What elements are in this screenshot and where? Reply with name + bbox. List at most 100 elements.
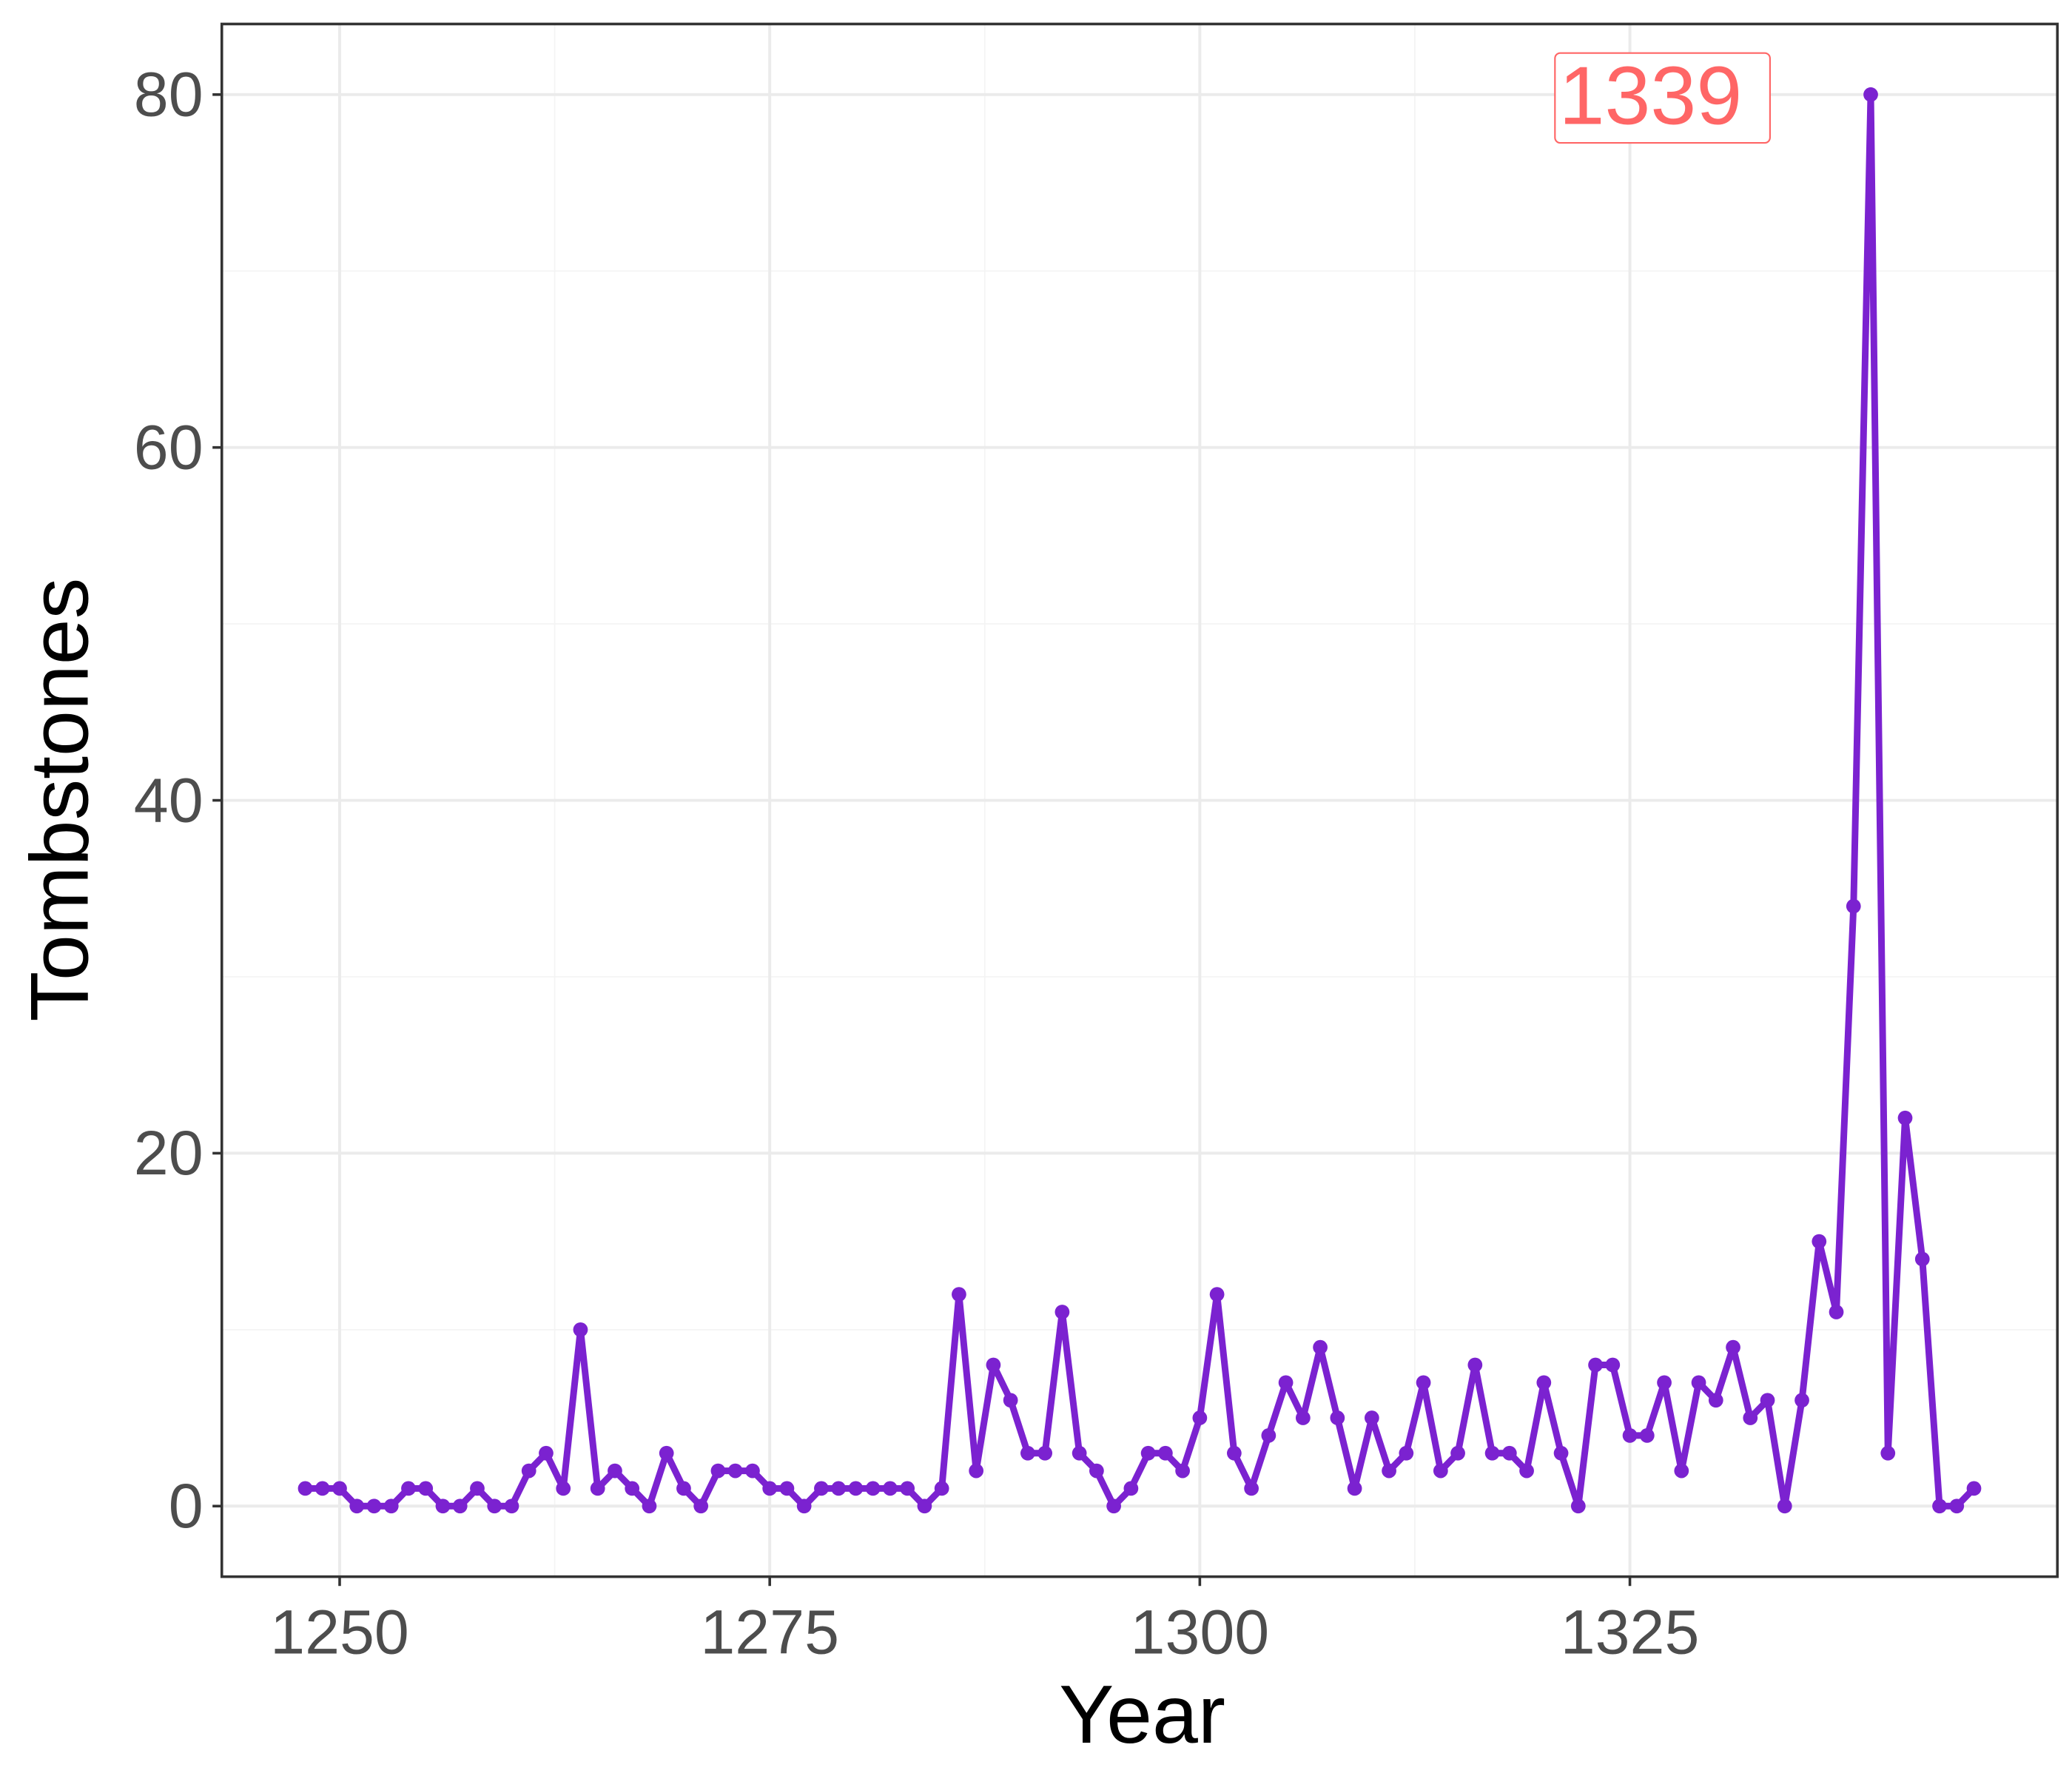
point xyxy=(1966,1481,1982,1496)
point xyxy=(1760,1393,1775,1408)
point xyxy=(969,1463,984,1479)
point xyxy=(1140,1445,1156,1461)
point xyxy=(1846,898,1861,914)
point xyxy=(934,1481,949,1496)
point xyxy=(573,1322,588,1337)
point xyxy=(1484,1445,1500,1461)
point xyxy=(659,1445,674,1461)
panel-border xyxy=(220,22,2059,1578)
point xyxy=(1244,1481,1259,1496)
point xyxy=(917,1498,932,1514)
point xyxy=(470,1481,485,1496)
point xyxy=(1364,1410,1379,1425)
point xyxy=(1519,1463,1534,1479)
line xyxy=(305,91,1977,1510)
point xyxy=(1209,1287,1225,1302)
point xyxy=(831,1481,847,1496)
point xyxy=(1622,1428,1638,1443)
point xyxy=(556,1481,571,1496)
point xyxy=(590,1481,605,1496)
point xyxy=(608,1463,622,1479)
point xyxy=(848,1481,864,1496)
point xyxy=(900,1481,915,1496)
annotation-box xyxy=(1554,52,1771,144)
point xyxy=(332,1481,347,1496)
point xyxy=(314,1481,330,1496)
point xyxy=(883,1481,898,1496)
point xyxy=(1553,1445,1569,1461)
x-axis-title: Year xyxy=(1059,1668,1225,1760)
point xyxy=(1914,1251,1930,1267)
point xyxy=(1932,1498,1947,1514)
point xyxy=(676,1481,691,1496)
point xyxy=(401,1481,416,1496)
point xyxy=(1467,1357,1483,1373)
point xyxy=(762,1481,778,1496)
point xyxy=(349,1498,365,1514)
point xyxy=(1726,1339,1740,1355)
point xyxy=(1382,1463,1396,1479)
point xyxy=(1570,1498,1586,1514)
point xyxy=(625,1481,640,1496)
point xyxy=(1399,1445,1414,1461)
point xyxy=(1897,1110,1913,1126)
point xyxy=(745,1463,760,1479)
point xyxy=(796,1498,812,1514)
x-tick-label: 1275 xyxy=(700,1598,839,1667)
point xyxy=(1054,1305,1070,1319)
point xyxy=(1020,1445,1035,1461)
point xyxy=(1829,1305,1844,1319)
point xyxy=(1278,1375,1294,1390)
point xyxy=(1674,1463,1689,1479)
point xyxy=(642,1498,657,1514)
point xyxy=(366,1498,382,1514)
x-tick-label: 1250 xyxy=(270,1598,409,1667)
point xyxy=(1192,1410,1208,1425)
y-tick-label: 40 xyxy=(134,765,204,835)
point xyxy=(779,1481,795,1496)
y-tick-label: 80 xyxy=(134,60,204,130)
point xyxy=(1777,1498,1792,1514)
point xyxy=(1037,1445,1053,1461)
point xyxy=(952,1287,966,1302)
point xyxy=(693,1498,709,1514)
point xyxy=(1089,1463,1104,1479)
point xyxy=(1863,87,1878,102)
point xyxy=(1536,1375,1552,1390)
point xyxy=(1416,1375,1431,1390)
point xyxy=(1313,1339,1328,1355)
y-tick-label: 20 xyxy=(134,1118,204,1188)
point xyxy=(1880,1445,1896,1461)
point xyxy=(1003,1393,1018,1408)
point xyxy=(521,1463,536,1479)
point xyxy=(297,1481,313,1496)
point xyxy=(1123,1481,1139,1496)
point xyxy=(1657,1375,1672,1390)
point xyxy=(1708,1393,1723,1408)
point xyxy=(418,1481,434,1496)
point xyxy=(986,1357,1001,1373)
point xyxy=(814,1481,829,1496)
point xyxy=(710,1463,726,1479)
point xyxy=(1605,1357,1621,1373)
point xyxy=(1794,1393,1809,1408)
x-tick-label: 1325 xyxy=(1561,1598,1700,1667)
point xyxy=(865,1481,881,1496)
point xyxy=(1433,1463,1448,1479)
point xyxy=(1450,1445,1465,1461)
y-tick-label: 0 xyxy=(169,1471,204,1541)
point xyxy=(1347,1481,1362,1496)
point xyxy=(383,1498,399,1514)
point xyxy=(435,1498,451,1514)
y-axis-title: Tombstones xyxy=(13,578,105,1022)
point xyxy=(1261,1428,1276,1443)
point xyxy=(1639,1428,1655,1443)
point xyxy=(1175,1463,1190,1479)
point xyxy=(1295,1410,1311,1425)
annotation: 1339 xyxy=(1554,49,1771,144)
point xyxy=(1226,1445,1242,1461)
point xyxy=(1812,1234,1827,1249)
point xyxy=(504,1498,519,1514)
